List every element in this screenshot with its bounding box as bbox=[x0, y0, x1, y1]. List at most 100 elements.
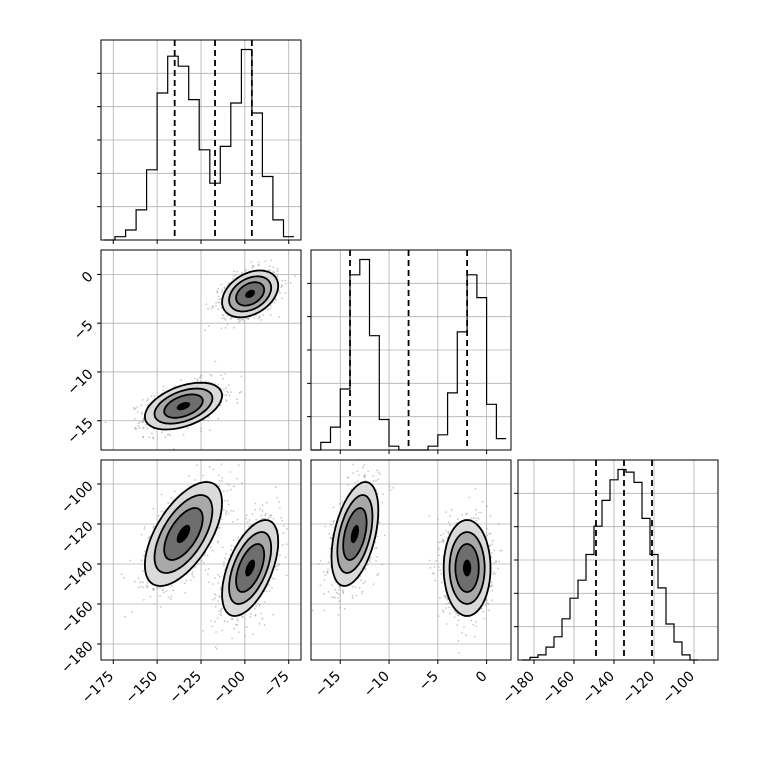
sample-point bbox=[199, 376, 201, 379]
sample-point bbox=[334, 597, 336, 599]
sample-point bbox=[332, 520, 335, 523]
sample-point bbox=[264, 260, 267, 262]
sample-point bbox=[481, 500, 484, 503]
sample-point bbox=[162, 385, 165, 388]
sample-point bbox=[368, 559, 371, 561]
sample-point bbox=[218, 610, 221, 612]
sample-point bbox=[206, 554, 209, 557]
sample-point bbox=[156, 587, 159, 590]
sample-point bbox=[227, 503, 230, 506]
sample-point bbox=[210, 374, 213, 377]
sample-point bbox=[151, 432, 153, 435]
sample-point bbox=[152, 526, 155, 529]
sample-point bbox=[153, 395, 156, 397]
sample-point bbox=[269, 265, 271, 268]
sample-point bbox=[341, 501, 344, 503]
sample-point bbox=[311, 609, 314, 612]
sample-point bbox=[486, 534, 489, 537]
sample-point bbox=[258, 316, 261, 318]
sample-point bbox=[361, 592, 363, 595]
sample-point bbox=[222, 377, 224, 380]
sample-point bbox=[197, 563, 199, 565]
sample-point bbox=[167, 501, 169, 504]
sample-point bbox=[342, 591, 345, 593]
sample-point bbox=[230, 316, 233, 319]
sample-point bbox=[228, 394, 231, 397]
sample-point bbox=[330, 524, 332, 526]
sample-point bbox=[252, 431, 254, 433]
sample-point bbox=[383, 534, 386, 537]
sample-point bbox=[217, 287, 219, 290]
sample-point bbox=[221, 476, 224, 479]
sample-point bbox=[219, 586, 222, 589]
sample-point bbox=[269, 314, 272, 316]
sample-point bbox=[240, 375, 243, 378]
sample-point bbox=[137, 586, 140, 589]
sample-point bbox=[269, 516, 272, 518]
sample-point bbox=[323, 592, 325, 595]
sample-point bbox=[232, 326, 235, 329]
sample-point bbox=[217, 581, 220, 584]
sample-point bbox=[223, 499, 226, 502]
sample-point bbox=[161, 431, 163, 434]
sample-point bbox=[236, 618, 239, 620]
sample-point bbox=[222, 490, 225, 493]
sample-point bbox=[204, 329, 206, 332]
sample-point bbox=[286, 527, 288, 530]
sample-point bbox=[351, 594, 354, 597]
sample-point bbox=[200, 374, 203, 377]
sample-point bbox=[246, 317, 249, 320]
sample-point bbox=[236, 402, 239, 405]
sample-point bbox=[196, 380, 199, 382]
sample-point bbox=[270, 259, 273, 262]
sample-point bbox=[461, 513, 463, 516]
sample-point bbox=[319, 584, 322, 587]
sample-point bbox=[331, 584, 333, 586]
sample-point bbox=[224, 326, 227, 329]
sample-point bbox=[465, 634, 467, 636]
sample-point bbox=[243, 320, 246, 323]
sample-point bbox=[249, 613, 252, 615]
sample-point bbox=[208, 452, 210, 454]
sample-point bbox=[364, 580, 367, 583]
sample-point bbox=[490, 581, 493, 584]
sample-point bbox=[221, 480, 223, 483]
sample-point bbox=[246, 521, 249, 523]
sample-point bbox=[281, 519, 284, 522]
sample-point bbox=[248, 519, 251, 521]
sample-point bbox=[210, 546, 212, 548]
sample-point bbox=[376, 556, 379, 558]
sample-point bbox=[447, 530, 450, 533]
sample-point bbox=[375, 560, 377, 562]
sample-point bbox=[152, 588, 155, 591]
sample-point bbox=[207, 567, 210, 570]
sample-point bbox=[493, 571, 495, 573]
sample-point bbox=[195, 464, 198, 467]
sample-point bbox=[369, 560, 371, 563]
sample-point bbox=[254, 607, 256, 610]
sample-point bbox=[136, 411, 139, 413]
sample-point bbox=[191, 573, 194, 576]
sample-point bbox=[457, 614, 460, 617]
sample-point bbox=[294, 275, 296, 277]
panel-content bbox=[311, 463, 503, 654]
sample-point bbox=[249, 616, 252, 618]
sample-point bbox=[142, 586, 145, 589]
sample-point bbox=[220, 327, 223, 330]
sample-point bbox=[216, 290, 218, 293]
sample-point bbox=[205, 303, 208, 305]
sample-point bbox=[377, 478, 380, 481]
sample-point bbox=[379, 473, 381, 475]
sample-point bbox=[328, 533, 331, 535]
sample-point bbox=[236, 623, 239, 626]
sample-point bbox=[447, 521, 450, 524]
sample-point bbox=[289, 282, 292, 284]
sample-point bbox=[147, 537, 150, 539]
sample-point bbox=[142, 427, 145, 430]
sample-point bbox=[225, 511, 227, 514]
sample-point bbox=[280, 516, 282, 519]
sample-point bbox=[446, 537, 448, 539]
panel-2-1 bbox=[310, 459, 512, 661]
sample-point bbox=[220, 306, 223, 309]
sample-point bbox=[180, 379, 183, 382]
